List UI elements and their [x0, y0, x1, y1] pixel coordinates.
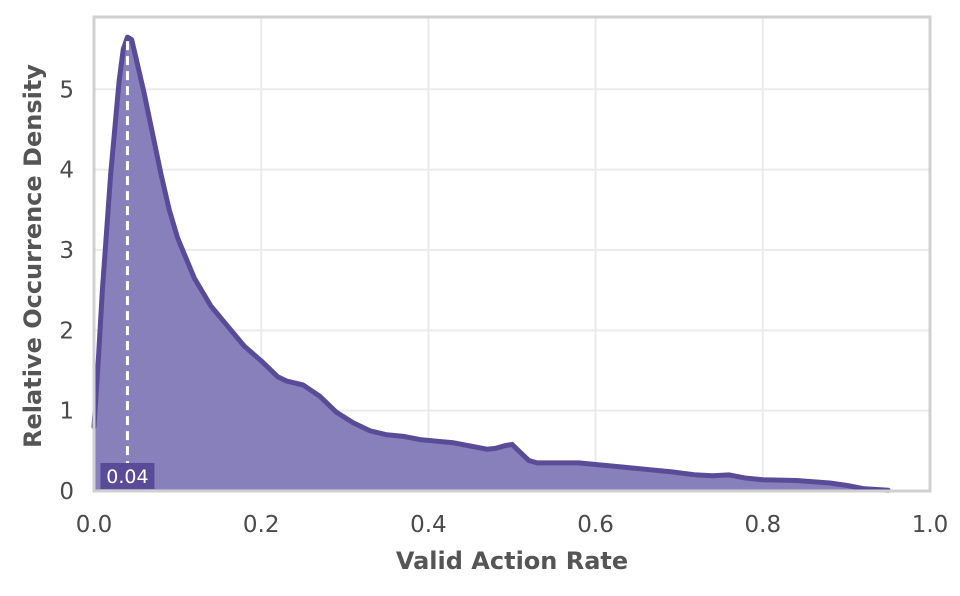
peak-label: 0.04 — [106, 466, 148, 488]
x-tick-label-2: 0.4 — [410, 512, 447, 538]
y-tick-label-0: 0 — [59, 479, 74, 505]
density-area — [94, 37, 889, 491]
y-axis-title: Relative Occurrence Density — [19, 64, 47, 448]
y-tick-label-1: 1 — [59, 399, 74, 425]
x-axis-ticks: 0.0 0.2 0.4 0.6 0.8 1.0 — [76, 512, 949, 538]
x-tick-label-4: 0.8 — [745, 512, 782, 538]
x-axis-title: Valid Action Rate — [396, 547, 628, 575]
density-line — [91, 34, 891, 493]
y-tick-label-4: 4 — [59, 158, 74, 184]
y-tick-label-2: 2 — [59, 318, 74, 344]
density-series — [91, 34, 891, 493]
peak-annotation: 0.04 — [100, 41, 155, 489]
y-tick-label-3: 3 — [59, 238, 74, 264]
peak-label-background — [100, 463, 155, 489]
plot-frame — [92, 15, 932, 493]
x-tick-label-1: 0.2 — [243, 512, 280, 538]
x-tick-label-3: 0.6 — [577, 512, 614, 538]
y-axis-ticks: 0 1 2 3 4 5 — [59, 77, 74, 505]
y-tick-label-5: 5 — [59, 77, 74, 103]
x-tick-label-0: 0.0 — [76, 512, 113, 538]
x-tick-label-5: 1.0 — [912, 512, 949, 538]
